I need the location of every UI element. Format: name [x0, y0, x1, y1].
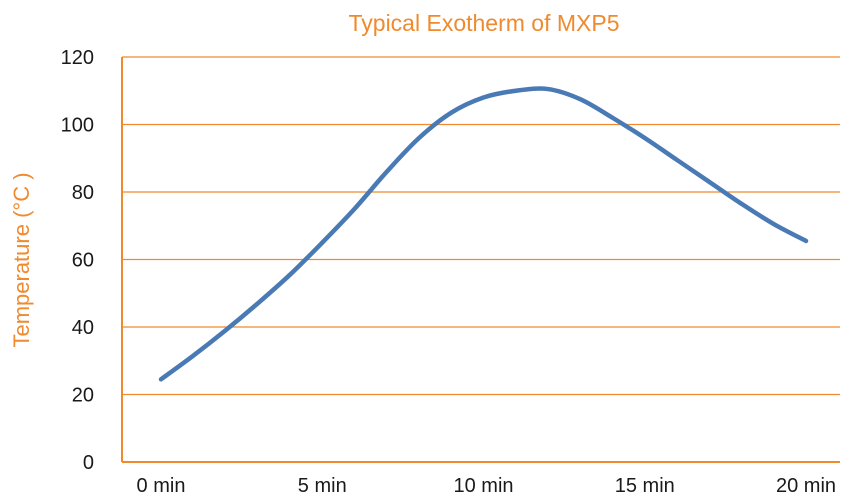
chart-title: Typical Exotherm of MXP5 — [349, 10, 620, 36]
data-point — [449, 111, 453, 115]
x-tick-labels: 0 min 5 min 10 min 15 min 20 min — [137, 475, 836, 497]
y-tick-label: 0 — [83, 452, 94, 474]
data-point — [288, 273, 292, 277]
data-point — [159, 377, 163, 381]
y-axis-title: Temperature (°C ) — [9, 172, 34, 347]
data-point — [707, 180, 711, 184]
data-point — [224, 328, 228, 332]
data-point — [643, 136, 647, 140]
data-point — [772, 222, 776, 226]
data-point — [740, 202, 744, 206]
y-tick-label: 40 — [72, 317, 94, 339]
data-point — [611, 116, 615, 120]
data-point — [385, 170, 389, 174]
y-tick-label: 80 — [72, 182, 94, 204]
x-tick-label: 15 min — [615, 475, 675, 497]
y-tick-label: 120 — [61, 47, 94, 69]
y-tick-label: 60 — [72, 250, 94, 272]
axes — [121, 57, 840, 463]
series-line-0 — [158, 86, 809, 382]
x-tick-label: 10 min — [453, 475, 513, 497]
y-tick-label: 100 — [61, 115, 94, 137]
data-point — [514, 89, 518, 93]
data-point — [320, 241, 324, 245]
data-point — [546, 87, 550, 91]
data-point — [191, 354, 195, 358]
data-point — [482, 96, 486, 100]
data-point — [256, 301, 260, 305]
data-point — [675, 158, 679, 162]
series-group — [158, 86, 809, 382]
y-tick-labels: 0 20 40 60 80 100 120 — [61, 47, 94, 474]
gridlines — [122, 56, 840, 396]
data-point — [417, 136, 421, 140]
x-tick-label: 5 min — [298, 475, 347, 497]
data-point — [578, 97, 582, 101]
x-tick-label: 20 min — [776, 475, 836, 497]
data-point — [353, 207, 357, 211]
data-point — [804, 239, 808, 243]
y-tick-label: 20 — [72, 385, 94, 407]
x-tick-label: 0 min — [137, 475, 186, 497]
